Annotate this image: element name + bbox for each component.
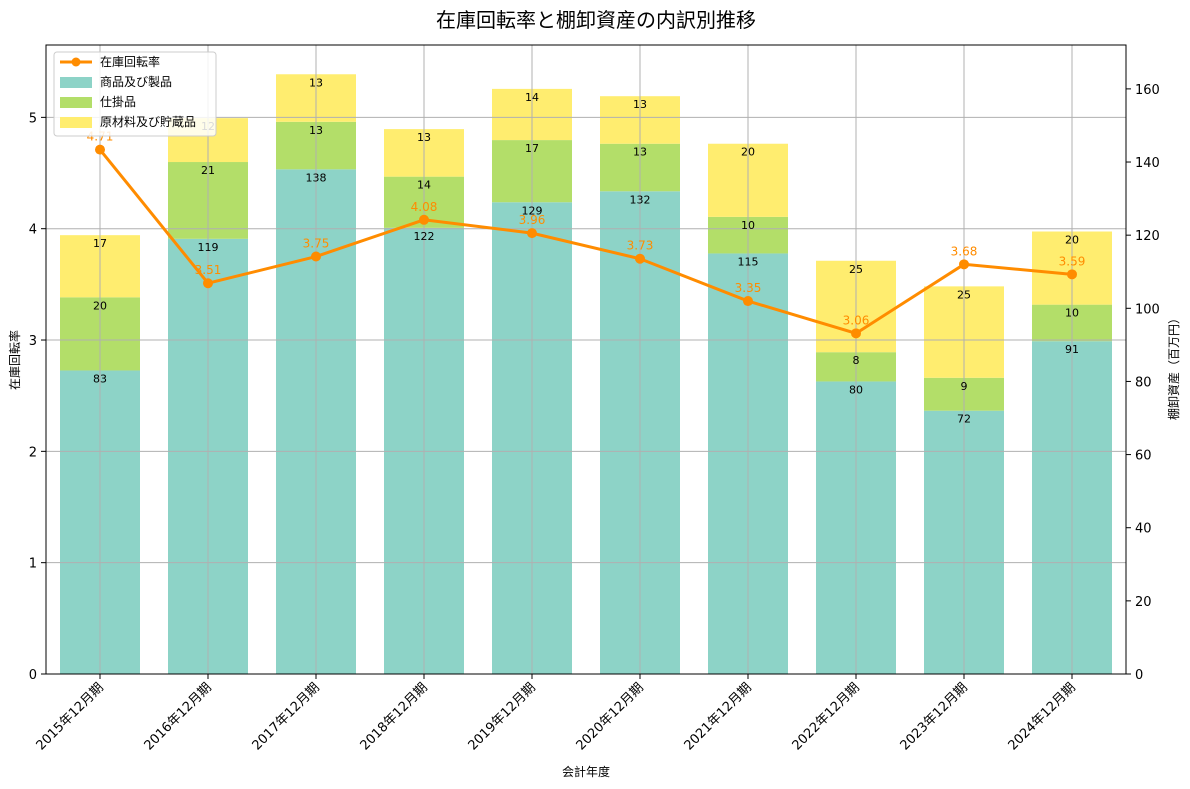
x-tick-label: 2020年12月期: [574, 680, 647, 753]
x-tick-label: 2022年12月期: [790, 680, 863, 753]
turnover-point: [203, 278, 213, 289]
legend-swatch: [60, 97, 92, 108]
chart-title: 在庫回転率と棚卸資産の内訳別推移: [436, 8, 756, 32]
bar-value-label: 119: [198, 241, 219, 254]
turnover-line: [95, 144, 1077, 339]
y-right-tick-label: 60: [1135, 449, 1152, 464]
y-left-tick-label: 5: [29, 111, 37, 126]
turnover-value-label: 3.96: [519, 213, 546, 227]
x-tick-label: 2017年12月期: [250, 680, 323, 753]
x-tick-label: 2015年12月期: [34, 680, 107, 753]
turnover-value-label: 3.75: [303, 237, 330, 251]
y-left-tick-label: 3: [29, 334, 37, 349]
bar-value-label: 8: [853, 354, 860, 367]
legend-marker: [71, 57, 81, 67]
bar-value-label: 129: [522, 204, 543, 217]
grid: [46, 45, 1126, 674]
turnover-point: [1067, 269, 1077, 280]
bar-value-label: 14: [525, 91, 539, 104]
turnover-point: [959, 259, 969, 270]
x-tick-label: 2016年12月期: [142, 680, 215, 753]
legend-label: 仕掛品: [100, 94, 136, 109]
bar-value-label: 13: [417, 131, 431, 144]
bar-value-label: 21: [201, 164, 215, 177]
bar-value-label: 14: [417, 179, 431, 192]
y-right-tick-label: 100: [1135, 302, 1160, 317]
legend-swatch: [60, 117, 92, 128]
turnover-value-label: 3.73: [627, 239, 654, 253]
bar-value-label: 10: [1065, 307, 1079, 320]
y-axis-right-label: 棚卸資産（百万円）: [1166, 312, 1181, 420]
turnover-line-path: [98, 148, 1073, 335]
y-left-tick-label: 1: [29, 557, 37, 572]
bar-value-label: 115: [738, 255, 759, 268]
bar-value-label: 132: [630, 193, 651, 206]
legend-box: [53, 51, 217, 137]
turnover-point: [311, 251, 321, 262]
turnover-value-label: 3.59: [1059, 254, 1086, 268]
bar-value-label: 72: [957, 413, 971, 426]
turnover-point: [851, 328, 861, 339]
bar-value-label: 13: [309, 76, 323, 89]
legend-label: 原材料及び貯蔵品: [100, 115, 196, 129]
x-tick-label: 2024年12月期: [1006, 680, 1079, 753]
x-tick-label: 2019年12月期: [466, 680, 539, 753]
bar-value-label: 80: [849, 383, 863, 396]
y-right-tick-label: 140: [1135, 156, 1160, 171]
bar-value-label: 17: [93, 237, 107, 250]
bars: [60, 74, 1112, 675]
y-axis-left-label: 在庫回転率: [7, 330, 22, 390]
x-axis-label: 会計年度: [562, 764, 610, 779]
bar-value-label: 20: [1065, 234, 1079, 247]
turnover-point: [95, 144, 105, 155]
turnover-point: [743, 296, 753, 307]
x-tick-label: 2023年12月期: [898, 680, 971, 753]
bar-value-label: 91: [1065, 343, 1079, 356]
bar-value-label: 20: [93, 299, 107, 312]
bar-value-label: 9: [961, 380, 968, 393]
bar-value-label: 25: [957, 288, 971, 301]
y-left-tick-label: 2: [29, 445, 37, 460]
bar-value-label: 17: [525, 142, 539, 155]
bar-value-label: 13: [309, 124, 323, 137]
turnover-value-label: 3.06: [843, 313, 870, 327]
bar-value-label: 13: [633, 98, 647, 111]
y-right-tick-label: 120: [1135, 229, 1160, 244]
legend-label: 在庫回転率: [100, 54, 160, 69]
turnover-point: [419, 214, 429, 225]
y-right-tick-label: 160: [1135, 83, 1160, 98]
legend-swatch: [60, 77, 92, 88]
bar-value-label: 13: [633, 146, 647, 159]
x-tick-label: 2018年12月期: [358, 680, 431, 753]
y-right-tick-label: 40: [1135, 522, 1152, 537]
legend-label: 商品及び製品: [100, 74, 172, 89]
bar-value-label: 20: [741, 146, 755, 159]
bar-value-label: 83: [93, 372, 107, 385]
y-left-tick-label: 4: [29, 223, 37, 238]
bar-value-label: 25: [849, 263, 863, 276]
bar-value-label: 122: [414, 230, 435, 243]
x-tick-label: 2021年12月期: [682, 680, 755, 753]
turnover-value-label: 3.51: [195, 263, 222, 277]
y-right-tick-label: 0: [1135, 668, 1143, 683]
turnover-point: [635, 253, 645, 264]
turnover-value-label: 4.08: [411, 200, 438, 214]
plot-frame: [45, 44, 1127, 675]
y-right-tick-label: 80: [1135, 375, 1152, 390]
y-left-tick-label: 0: [29, 668, 37, 683]
bar-value-label: 10: [741, 219, 755, 232]
turnover-point: [527, 228, 537, 239]
y-right-tick-label: 20: [1135, 595, 1152, 610]
turnover-value-label: 3.35: [735, 281, 762, 295]
bar-value-label: 138: [306, 171, 327, 184]
turnover-value-label: 3.68: [951, 244, 978, 258]
